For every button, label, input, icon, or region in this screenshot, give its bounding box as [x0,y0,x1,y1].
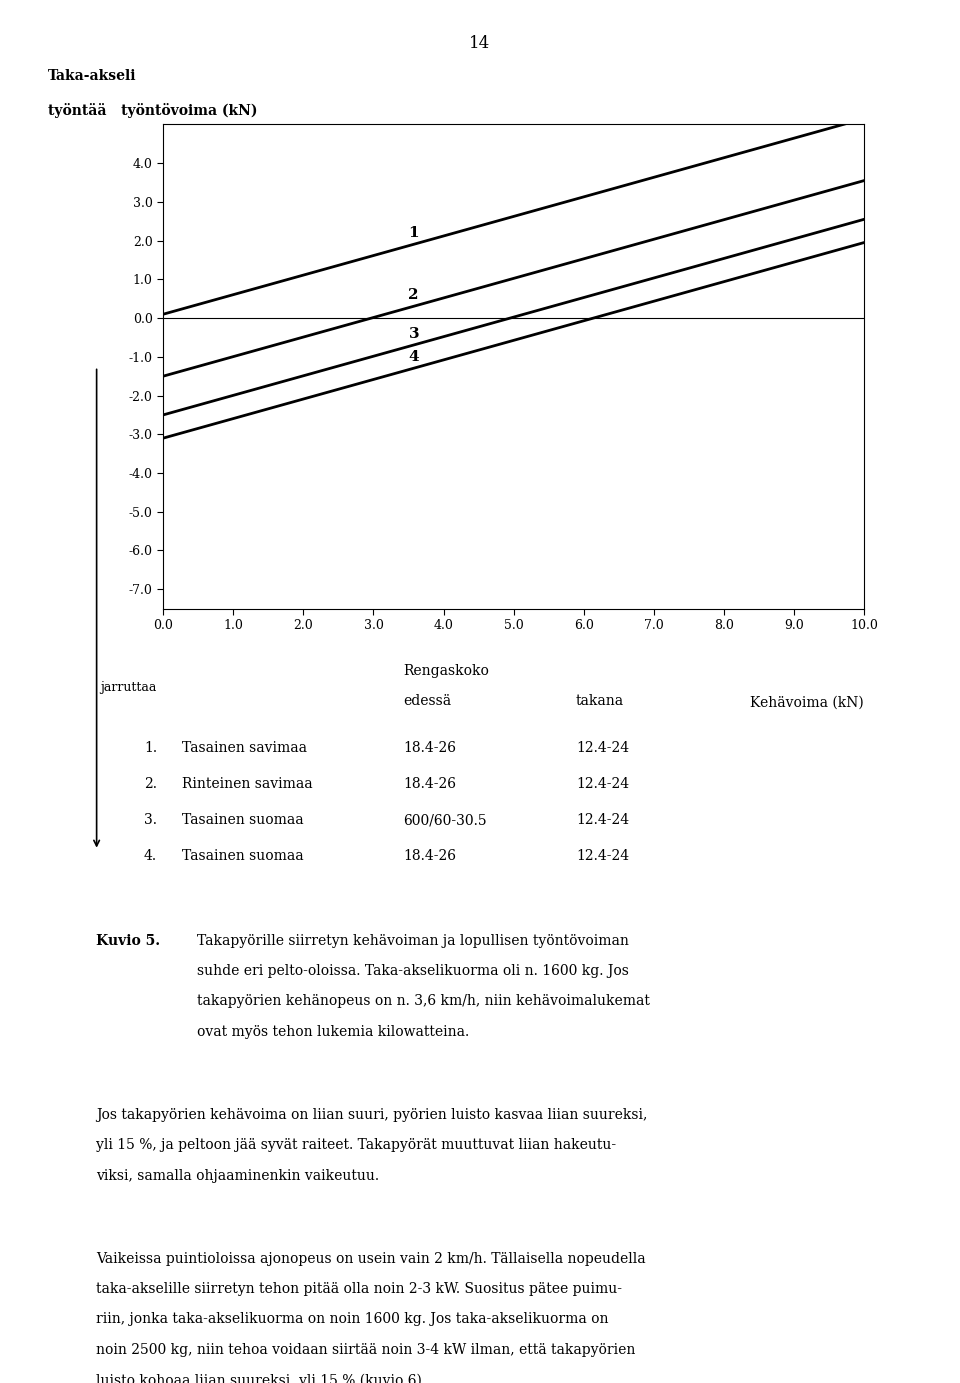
Text: taka-akselille siirretyn tehon pitää olla noin 2-3 kW. Suositus pätee puimu-: taka-akselille siirretyn tehon pitää oll… [96,1282,622,1296]
Text: 4: 4 [409,350,420,364]
Text: Jos takapyörien kehävoima on liian suuri, pyörien luisto kasvaa liian suureksi,: Jos takapyörien kehävoima on liian suuri… [96,1108,647,1122]
Text: 4.: 4. [144,849,157,863]
Text: Tasainen savimaa: Tasainen savimaa [182,741,307,755]
Text: takana: takana [576,694,624,708]
Text: 600/60-30.5: 600/60-30.5 [403,813,487,827]
Text: 18.4-26: 18.4-26 [403,849,456,863]
Text: edessä: edessä [403,694,451,708]
Text: 1: 1 [409,225,420,241]
Text: 12.4-24: 12.4-24 [576,741,629,755]
Text: 18.4-26: 18.4-26 [403,777,456,791]
Text: Takapyörille siirretyn kehävoiman ja lopullisen työntövoiman: Takapyörille siirretyn kehävoiman ja lop… [197,934,629,947]
Text: Vaikeissa puintioloissa ajonopeus on usein vain 2 km/h. Tällaisella nopeudella: Vaikeissa puintioloissa ajonopeus on use… [96,1252,646,1265]
Text: Rinteinen savimaa: Rinteinen savimaa [182,777,313,791]
Text: Kuvio 5.: Kuvio 5. [96,934,160,947]
Text: Taka-akseli: Taka-akseli [48,69,136,83]
Text: suhde eri pelto-oloissa. Taka-akselikuorma oli n. 1600 kg. Jos: suhde eri pelto-oloissa. Taka-akselikuor… [197,964,629,978]
Text: 1.: 1. [144,741,157,755]
Text: työntää   työntövoima (kN): työntää työntövoima (kN) [48,102,257,118]
Text: luisto kohoaa liian suureksi, yli 15 % (kuvio 6).: luisto kohoaa liian suureksi, yli 15 % (… [96,1373,426,1383]
Text: Rengaskoko: Rengaskoko [403,664,489,678]
Text: Kehävoima (kN): Kehävoima (kN) [751,696,864,709]
Text: 12.4-24: 12.4-24 [576,849,629,863]
Text: ovat myös tehon lukemia kilowatteina.: ovat myös tehon lukemia kilowatteina. [197,1025,469,1039]
Text: takapyörien kehänopeus on n. 3,6 km/h, niin kehävoimalukemat: takapyörien kehänopeus on n. 3,6 km/h, n… [197,994,650,1008]
Text: 2: 2 [409,288,419,301]
Text: Tasainen suomaa: Tasainen suomaa [182,813,304,827]
Text: 3.: 3. [144,813,157,827]
Text: 2.: 2. [144,777,157,791]
Text: 18.4-26: 18.4-26 [403,741,456,755]
Text: 12.4-24: 12.4-24 [576,813,629,827]
Text: Tasainen suomaa: Tasainen suomaa [182,849,304,863]
Text: jarruttaa: jarruttaa [100,680,156,694]
Text: 3: 3 [409,326,420,340]
Text: yli 15 %, ja peltoon jää syvät raiteet. Takapyörät muuttuvat liian hakeutu-: yli 15 %, ja peltoon jää syvät raiteet. … [96,1138,616,1152]
Text: noin 2500 kg, niin tehoa voidaan siirtää noin 3-4 kW ilman, että takapyörien: noin 2500 kg, niin tehoa voidaan siirtää… [96,1343,636,1357]
Text: riin, jonka taka-akselikuorma on noin 1600 kg. Jos taka-akselikuorma on: riin, jonka taka-akselikuorma on noin 16… [96,1312,609,1326]
Text: viksi, samalla ohjaaminenkin vaikeutuu.: viksi, samalla ohjaaminenkin vaikeutuu. [96,1169,379,1182]
Text: 14: 14 [469,35,491,51]
Text: 12.4-24: 12.4-24 [576,777,629,791]
